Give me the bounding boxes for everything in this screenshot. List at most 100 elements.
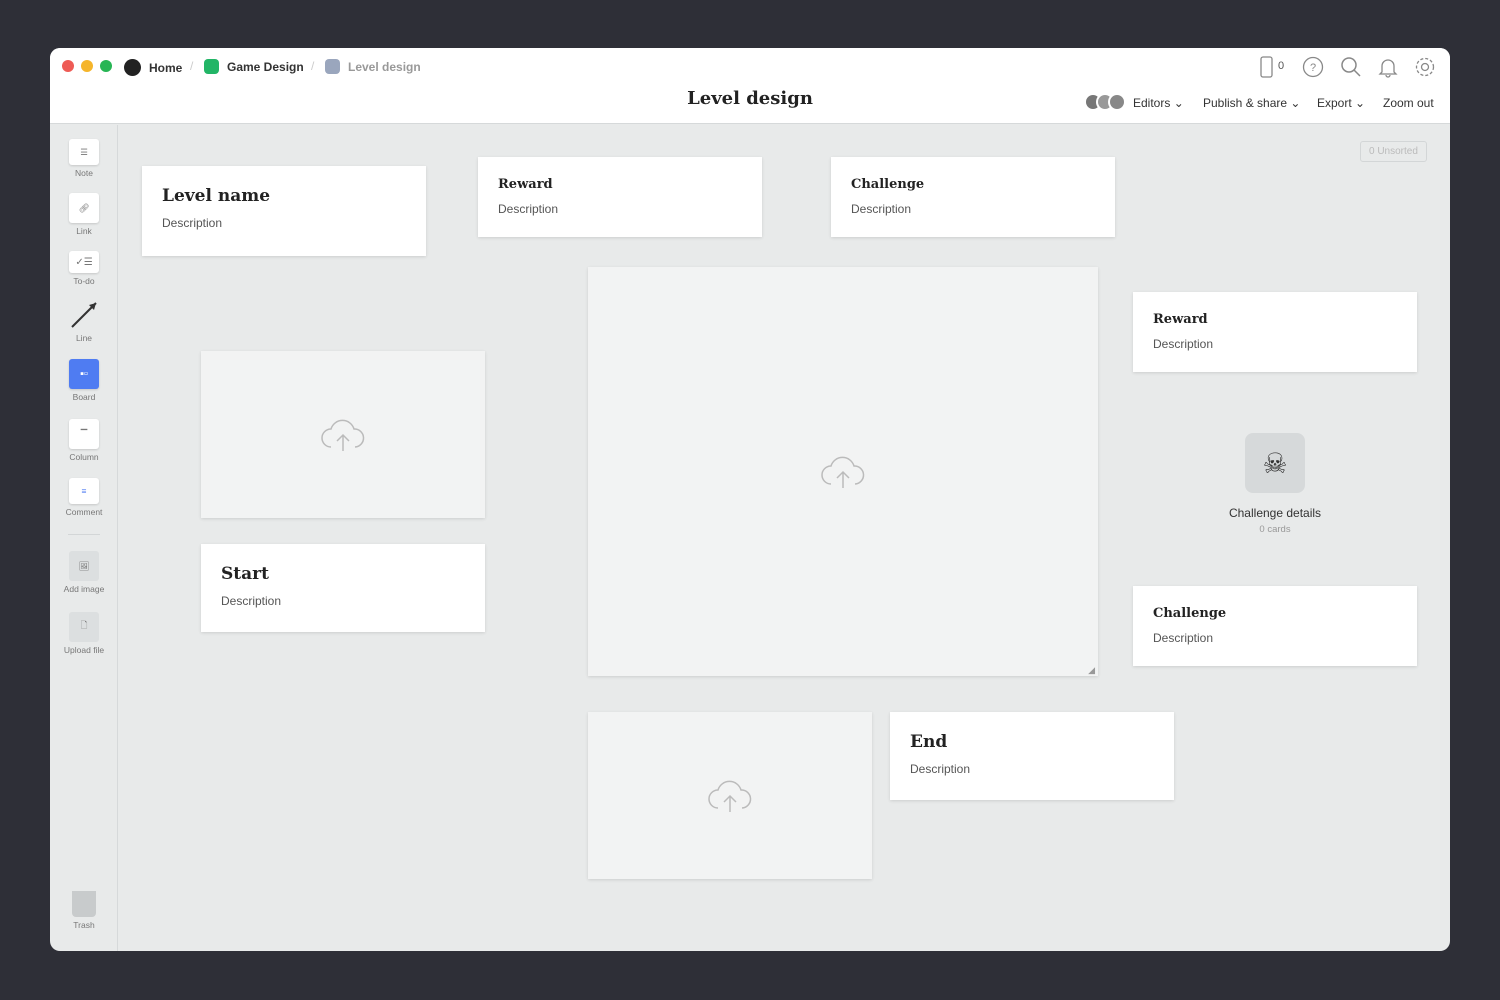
- upload-cloud-icon: [821, 456, 865, 488]
- tool-line[interactable]: Line: [50, 300, 118, 343]
- card-title: Challenge: [851, 177, 925, 192]
- page-title: Level design: [687, 88, 813, 109]
- image-placeholder[interactable]: [588, 712, 872, 879]
- board-color-icon: [325, 59, 340, 74]
- tool-label: Upload file: [63, 645, 105, 655]
- tool-label: Add image: [63, 584, 105, 594]
- chevron-down-icon: ⌄: [1355, 96, 1366, 110]
- unsorted-button[interactable]: 0 Unsorted: [1360, 141, 1427, 162]
- note-card[interactable]: End Description: [890, 712, 1174, 800]
- tool-add-image[interactable]: 🖼︎ Add image: [50, 551, 118, 594]
- board-title: Challenge details: [1228, 506, 1322, 520]
- card-title: Challenge: [1153, 606, 1227, 621]
- tool-board[interactable]: ▪▫ Board: [50, 359, 118, 402]
- card-title: Start: [221, 564, 269, 584]
- maximize-window-button[interactable]: [100, 60, 112, 72]
- card-title: End: [910, 732, 948, 752]
- trash-icon: [72, 891, 96, 917]
- tool-label: Link: [76, 226, 92, 236]
- zoom-out-button[interactable]: Zoom out: [1383, 96, 1434, 110]
- trash[interactable]: Trash: [50, 891, 118, 930]
- notifications-bell-icon[interactable]: [1377, 56, 1399, 78]
- tool-label: Note: [75, 168, 93, 178]
- note-card[interactable]: Challenge Description: [831, 157, 1115, 237]
- search-icon[interactable]: [1340, 56, 1362, 78]
- upload-cloud-icon: [321, 419, 365, 451]
- editor-avatars[interactable]: [1084, 93, 1126, 111]
- breadcrumb-home[interactable]: Home: [124, 59, 182, 76]
- image-placeholder[interactable]: [201, 351, 485, 518]
- tool-label: Board: [72, 392, 96, 402]
- card-description: Description: [221, 594, 282, 608]
- publish-share-menu[interactable]: Publish & share ⌄: [1203, 96, 1300, 110]
- column-icon: ▔: [69, 419, 99, 449]
- editors-label: Editors: [1133, 96, 1171, 110]
- top-bar: Home / Game Design / Level design Level …: [50, 48, 1450, 124]
- tool-label: To-do: [73, 276, 95, 286]
- editors-menu[interactable]: Editors ⌄: [1133, 96, 1184, 110]
- card-description: Description: [910, 762, 971, 776]
- avatar: [1108, 93, 1126, 111]
- card-title: Reward: [1153, 312, 1208, 327]
- breadcrumb-project[interactable]: Game Design: [204, 59, 304, 74]
- tool-label: Line: [75, 333, 93, 343]
- publish-label: Publish & share: [1203, 96, 1288, 110]
- note-card[interactable]: Reward Description: [1133, 292, 1417, 372]
- note-card[interactable]: Reward Description: [478, 157, 762, 237]
- device-count: 0: [1278, 60, 1285, 72]
- card-title: Reward: [498, 177, 553, 192]
- chevron-down-icon: ⌄: [1290, 96, 1301, 110]
- resize-handle-icon[interactable]: ◢: [1088, 665, 1095, 675]
- svg-text:?: ?: [1310, 62, 1316, 74]
- settings-gear-icon[interactable]: [1414, 56, 1436, 78]
- tool-label: Column: [69, 452, 99, 462]
- breadcrumb-current-label: Level design: [348, 59, 421, 74]
- card-description: Description: [498, 202, 559, 216]
- skull-icon: ☠: [1245, 433, 1305, 493]
- minimize-window-button[interactable]: [81, 60, 93, 72]
- breadcrumb-separator: /: [311, 59, 315, 73]
- mobile-device-icon[interactable]: [1256, 56, 1278, 78]
- tool-label: Comment: [65, 507, 103, 517]
- toolbar: ☰ Note 🔗︎ Link ✓☰ To-do Line ▪▫ Board ▔ Colum…: [50, 125, 118, 951]
- card-description: Description: [1153, 631, 1214, 645]
- help-icon[interactable]: ?: [1302, 56, 1324, 78]
- breadcrumb-current[interactable]: Level design: [325, 59, 421, 74]
- board-card-count: 0 cards: [1259, 524, 1291, 535]
- card-description: Description: [1153, 337, 1214, 351]
- note-card[interactable]: Level name Description: [142, 166, 426, 256]
- breadcrumb-home-label: Home: [149, 60, 183, 75]
- line-arrow-icon: [71, 302, 97, 328]
- milanote-logo-icon: [124, 59, 141, 76]
- app-window: Home / Game Design / Level design Level …: [50, 48, 1450, 951]
- export-label: Export: [1317, 96, 1352, 110]
- file-icon: 🗋: [69, 612, 99, 642]
- tool-upload-file[interactable]: 🗋 Upload file: [50, 612, 118, 655]
- board-color-icon: [204, 59, 219, 74]
- link-icon: 🔗︎: [69, 193, 99, 223]
- tool-column[interactable]: ▔ Column: [50, 419, 118, 462]
- note-icon: ☰: [69, 139, 99, 165]
- card-title: Level name: [162, 186, 271, 206]
- card-description: Description: [162, 216, 223, 230]
- todo-icon: ✓☰: [69, 251, 99, 273]
- note-card[interactable]: Start Description: [201, 544, 485, 632]
- comment-icon: ≡: [69, 478, 99, 504]
- toolbar-divider: [68, 534, 100, 535]
- chevron-down-icon: ⌄: [1173, 96, 1184, 110]
- card-description: Description: [851, 202, 912, 216]
- tool-todo[interactable]: ✓☰ To-do: [50, 251, 118, 286]
- tool-note[interactable]: ☰ Note: [50, 139, 118, 178]
- note-card[interactable]: Challenge Description: [1133, 586, 1417, 666]
- close-window-button[interactable]: [62, 60, 74, 72]
- tool-comment[interactable]: ≡ Comment: [50, 478, 118, 517]
- export-menu[interactable]: Export ⌄: [1317, 96, 1365, 110]
- trash-label: Trash: [73, 920, 95, 930]
- board-challenge-details[interactable]: ☠ Challenge details 0 cards: [1195, 433, 1355, 535]
- breadcrumb-separator: /: [190, 59, 194, 73]
- image-icon: 🖼︎: [69, 551, 99, 581]
- image-placeholder[interactable]: ◢: [588, 267, 1098, 676]
- tool-link[interactable]: 🔗︎ Link: [50, 193, 118, 236]
- breadcrumb-project-label: Game Design: [227, 59, 304, 74]
- upload-cloud-icon: [708, 780, 752, 812]
